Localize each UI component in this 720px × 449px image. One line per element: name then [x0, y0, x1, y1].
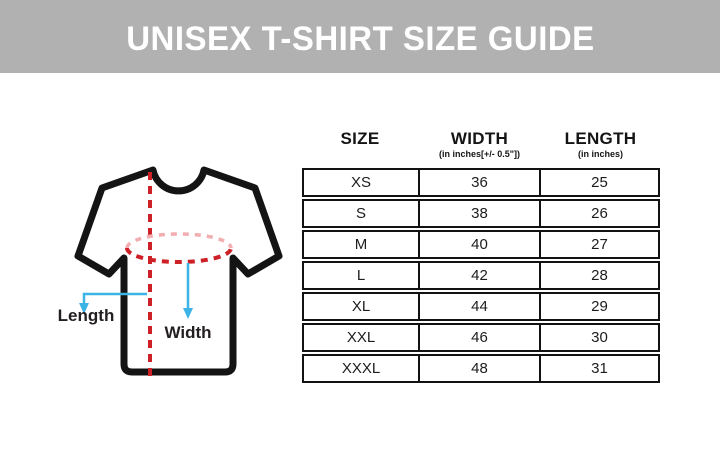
col-header-width-sub: (in inches[+/- 0.5"]): [438, 149, 521, 159]
cell-size: XXXL: [341, 360, 381, 377]
cell-width: 48: [418, 356, 539, 381]
col-header-width: WIDTH (in inches[+/- 0.5"]): [418, 129, 541, 160]
table-row: L 42 28: [302, 261, 660, 290]
cell-length: 27: [539, 232, 658, 257]
cell-size: L: [356, 267, 366, 284]
header-banner: UNISEX T-SHIRT SIZE GUIDE: [0, 0, 720, 73]
cell-length: 31: [539, 356, 658, 381]
col-header-length-sub: (in inches): [577, 149, 623, 159]
cell-length: 28: [539, 263, 658, 288]
col-header-length-label: LENGTH: [564, 129, 637, 148]
cell-size: S: [355, 205, 366, 222]
cell-length: 26: [539, 201, 658, 226]
cell-size: XS: [350, 174, 371, 191]
width-arrowhead-icon: [183, 308, 193, 319]
width-label: Width: [164, 323, 212, 342]
tshirt-diagram: [74, 166, 283, 382]
size-table: XS 36 25 S 38 26 M 40 27 L 42 28 XL 44 2…: [302, 168, 660, 385]
length-label: Length: [57, 306, 115, 325]
col-header-length: LENGTH (in inches): [541, 129, 660, 160]
width-measure-ellipse-front: [125, 247, 233, 264]
table-row: S 38 26: [302, 199, 660, 228]
cell-size: XL: [351, 298, 371, 315]
table-row: XL 44 29: [302, 292, 660, 321]
cell-size: XXL: [346, 329, 376, 346]
col-header-width-label: WIDTH: [450, 129, 509, 148]
cell-width: 36: [418, 170, 539, 195]
cell-width: 46: [418, 325, 539, 350]
size-table-header: SIZE WIDTH (in inches[+/- 0.5"]) LENGTH …: [302, 129, 660, 160]
table-row: M 40 27: [302, 230, 660, 259]
cell-width: 42: [418, 263, 539, 288]
length-arrow: [82, 292, 147, 304]
page-title: UNISEX T-SHIRT SIZE GUIDE: [125, 20, 595, 58]
length-arrowhead-icon: [79, 303, 89, 314]
table-row: XXXL 48 31: [302, 354, 660, 383]
cell-width: 38: [418, 201, 539, 226]
cell-length: 29: [539, 294, 658, 319]
col-header-size: SIZE: [302, 130, 418, 159]
cell-length: 30: [539, 325, 658, 350]
cell-width: 40: [418, 232, 539, 257]
tshirt-outline: [74, 166, 283, 376]
table-row: XXL 46 30: [302, 323, 660, 352]
cell-width: 44: [418, 294, 539, 319]
cell-length: 25: [539, 170, 658, 195]
table-row: XS 36 25: [302, 168, 660, 197]
col-header-size-label: SIZE: [340, 129, 380, 148]
cell-size: M: [354, 236, 368, 253]
